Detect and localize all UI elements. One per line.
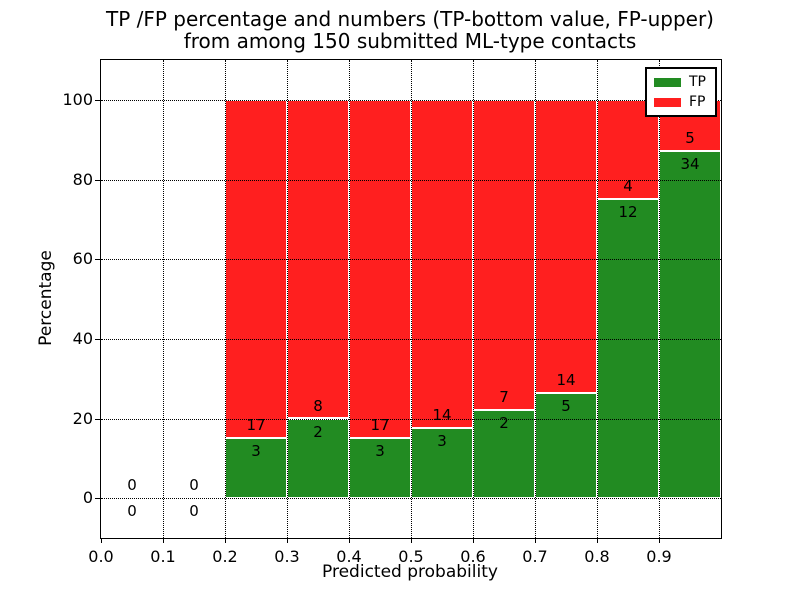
y-tick-label: 60 [72, 249, 93, 269]
bar-tp-count-label: 34 [680, 154, 700, 173]
bar-fp-count-label: 17 [370, 416, 390, 435]
bar-tp-count-label: 0 [127, 502, 137, 521]
tp-color-swatch [654, 77, 681, 87]
x-tick-label: 0.2 [212, 547, 238, 566]
x-tick-label: 0.0 [88, 547, 114, 566]
vertical-gridline [163, 60, 164, 538]
bar-tp-count-label: 5 [561, 397, 571, 416]
horizontal-gridline [101, 99, 721, 101]
legend-label-tp: TP [689, 74, 706, 90]
x-tick-mark [163, 538, 164, 543]
y-tick-label: 20 [72, 408, 93, 428]
vertical-gridline [349, 60, 350, 538]
bar-tp-segment [349, 438, 411, 499]
x-tick-label: 0.7 [522, 547, 548, 566]
vertical-gridline [287, 60, 288, 538]
bar-fp-count-label: 7 [499, 387, 509, 406]
x-tick-label: 0.3 [274, 547, 300, 566]
x-tick-mark [659, 538, 660, 543]
fp-color-swatch [654, 97, 681, 107]
bar-fp-count-label: 17 [246, 416, 266, 435]
bar-tp-segment [597, 199, 659, 499]
chart-title-line2: from among 150 submitted ML-type contact… [183, 29, 637, 53]
bar-fp-count-label: 5 [685, 128, 695, 147]
y-tick-mark [95, 338, 100, 340]
bar-tp-count-label: 3 [437, 431, 447, 450]
x-tick-mark [473, 538, 474, 543]
legend-entry-fp: FP [654, 95, 708, 109]
x-tick-mark [101, 538, 102, 543]
chart-title-line1: TP /FP percentage and numbers (TP-bottom… [106, 7, 714, 31]
bar-fp-segment [473, 99, 535, 410]
y-tick-mark [95, 99, 100, 101]
y-tick-label: 100 [62, 89, 93, 109]
x-tick-mark [287, 538, 288, 543]
x-tick-mark [225, 538, 226, 543]
x-tick-label: 0.6 [460, 547, 486, 566]
bar-tp-count-label: 12 [618, 203, 638, 222]
vertical-gridline [473, 60, 474, 538]
bar-tp-count-label: 2 [499, 413, 509, 432]
x-axis-label: Predicted probability [322, 562, 498, 582]
x-tick-mark [597, 538, 598, 543]
bar-tp-count-label: 3 [251, 442, 261, 461]
horizontal-gridline [101, 498, 721, 500]
vertical-gridline [535, 60, 536, 538]
chart-title: TP /FP percentage and numbers (TP-bottom… [100, 8, 720, 52]
legend-label-fp: FP [689, 94, 706, 110]
y-tick-label: 0 [82, 488, 93, 508]
bar-fp-segment [225, 99, 287, 439]
legend: TP FP [645, 67, 717, 117]
x-tick-label: 0.9 [646, 547, 672, 566]
vertical-gridline [659, 60, 660, 538]
bar-fp-count-label: 4 [623, 177, 633, 196]
bar-fp-segment [411, 99, 473, 428]
x-tick-label: 0.4 [336, 547, 362, 566]
x-tick-mark [349, 538, 350, 543]
y-tick-mark [95, 498, 100, 500]
bar-fp-segment [535, 99, 597, 394]
horizontal-gridline [101, 179, 721, 181]
vertical-gridline [597, 60, 598, 538]
bar-fp-count-label: 8 [313, 396, 323, 415]
bar-tp-count-label: 0 [189, 502, 199, 521]
bar-tp-count-label: 3 [375, 442, 385, 461]
horizontal-gridline [101, 259, 721, 261]
bar-fp-count-label: 14 [556, 371, 576, 390]
x-tick-label: 0.5 [398, 547, 424, 566]
horizontal-gridline [101, 338, 721, 340]
bar-fp-segment [349, 99, 411, 439]
bar-fp-count-label: 14 [432, 405, 452, 424]
bar-fp-count-label: 0 [127, 476, 137, 495]
bar-tp-segment [225, 438, 287, 499]
y-tick-label: 80 [72, 169, 93, 189]
horizontal-gridline [101, 418, 721, 420]
bar-tp-segment [473, 409, 535, 499]
y-tick-mark [95, 259, 100, 261]
bar-tp-segment [287, 418, 349, 499]
plot-area: 0 0 0 0 17 3 8 2 17 3 14 3 7 2 14 5 4 12 5 34 0.0 0.1 0.2 0.3 0.… [62, 59, 722, 566]
x-tick-mark [535, 538, 536, 543]
vertical-gridline [225, 60, 226, 538]
y-tick-mark [95, 418, 100, 420]
vertical-gridline [411, 60, 412, 538]
bar-fp-count-label: 0 [189, 476, 199, 495]
bar-tp-count-label: 2 [313, 422, 323, 441]
legend-entry-tp: TP [654, 75, 708, 89]
y-tick-label: 40 [72, 328, 93, 348]
x-tick-label: 0.8 [584, 547, 610, 566]
bar-tp-segment [659, 150, 721, 499]
x-tick-label: 0.1 [150, 547, 176, 566]
y-tick-mark [95, 179, 100, 181]
x-tick-mark [411, 538, 412, 543]
